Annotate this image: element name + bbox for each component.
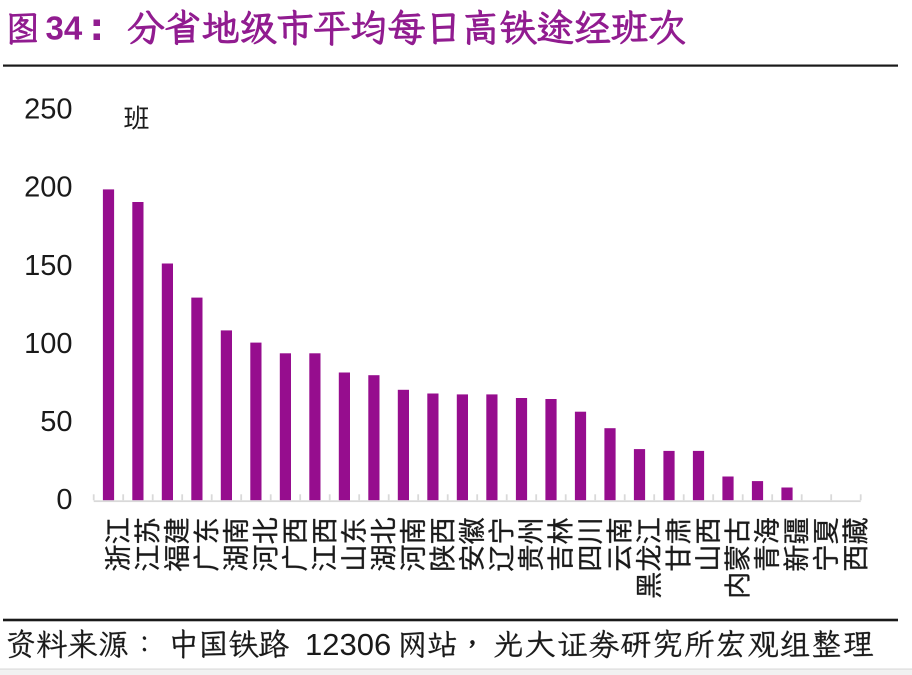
svg-text:50: 50 bbox=[40, 406, 72, 438]
svg-text:0: 0 bbox=[56, 484, 72, 516]
svg-text:12306: 12306 bbox=[305, 627, 391, 662]
svg-text:100: 100 bbox=[24, 328, 72, 360]
svg-text:150: 150 bbox=[24, 250, 72, 282]
svg-text:200: 200 bbox=[24, 172, 72, 204]
svg-text:34: 34 bbox=[46, 10, 83, 47]
svg-text:250: 250 bbox=[24, 94, 72, 126]
